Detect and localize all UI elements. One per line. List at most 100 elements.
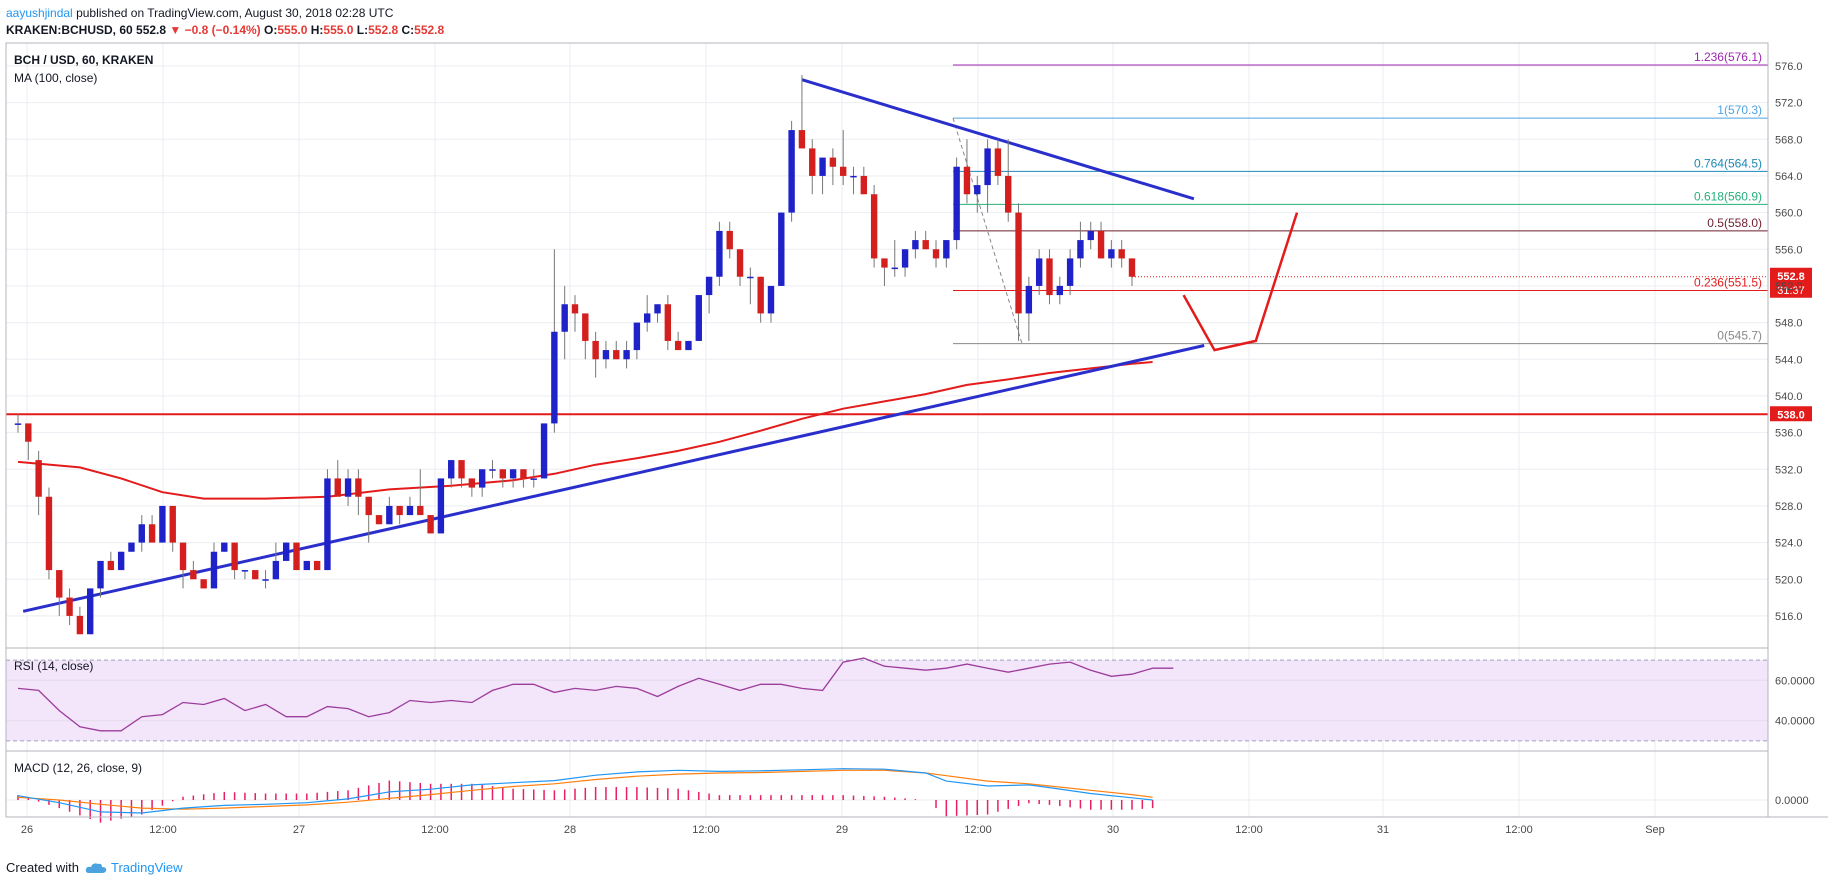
y-tick-label: 532.0 [1775, 464, 1803, 476]
candle [695, 295, 702, 341]
x-tick-label: 30 [1107, 824, 1119, 836]
candle-body [45, 496, 53, 571]
candle-body [891, 267, 898, 270]
candle [1056, 276, 1063, 305]
candle [241, 570, 249, 580]
candle [850, 166, 857, 195]
candle [406, 496, 414, 516]
candle-body [107, 560, 115, 571]
candle [76, 606, 84, 635]
candle-body [736, 249, 744, 277]
candle-body [994, 148, 1002, 176]
candle-body [922, 240, 929, 250]
fib-label: 1(570.3) [1717, 103, 1762, 117]
tradingview-logo[interactable]: TradingView [85, 860, 183, 875]
candle-body [499, 469, 506, 479]
candle [1087, 221, 1094, 250]
candle-body [35, 460, 42, 497]
candle [664, 295, 672, 351]
candle-body [396, 505, 403, 516]
candle-body [788, 130, 795, 213]
candle [262, 570, 269, 589]
fib-label: 0.5(558.0) [1707, 216, 1762, 230]
candle-body [262, 579, 269, 581]
candle [200, 579, 207, 589]
candle-body [87, 588, 94, 635]
candle-body [190, 570, 197, 580]
candle-body [901, 249, 909, 268]
candle [623, 340, 630, 369]
low-value: 552.8 [368, 23, 399, 37]
chart-overlays [6, 78, 1768, 613]
candle-body [767, 285, 775, 314]
candle-body [582, 313, 589, 341]
y-tick-label: 564.0 [1775, 171, 1803, 183]
candle-body [272, 560, 280, 580]
candle [45, 487, 53, 580]
candle-body [489, 469, 496, 471]
chart-canvas[interactable]: 1.236(576.1) 1(570.3) 0.764(564.5) 0.618(56… [0, 40, 1828, 852]
y-tick-label: 560.0 [1775, 208, 1803, 220]
candle [128, 542, 135, 552]
candle-body [148, 524, 156, 543]
candle-body [427, 515, 434, 534]
author-link[interactable]: aayushjindal [6, 6, 73, 20]
candle-body [128, 542, 135, 552]
candle [1108, 240, 1115, 268]
candle-body [509, 469, 517, 479]
candle [1046, 249, 1053, 305]
candle [613, 340, 620, 360]
candle [386, 496, 393, 525]
candle [540, 423, 548, 479]
candle [582, 313, 589, 360]
candle [499, 469, 506, 488]
candle [551, 249, 558, 433]
candle-body [850, 175, 857, 178]
candle-body [685, 340, 692, 351]
fib-label: 1.236(576.1) [1694, 50, 1762, 64]
candle [138, 515, 145, 552]
open-label: O: [264, 23, 278, 37]
candle [448, 460, 455, 488]
x-tick-label: 12:00 [964, 824, 992, 836]
last-price-tag [1770, 267, 1812, 298]
candle [870, 185, 878, 268]
candle-body [66, 597, 73, 616]
fib-label: 0.236(551.5) [1694, 276, 1762, 290]
candle [221, 542, 228, 552]
candle-body [644, 313, 651, 323]
rsi-y-tick-label: 40.0000 [1775, 716, 1815, 728]
candle-body [159, 505, 166, 543]
candle-body [25, 423, 32, 442]
y-tick-label: 516.0 [1775, 611, 1803, 623]
candle [747, 267, 754, 305]
candle [530, 469, 537, 488]
candle-body [809, 148, 816, 176]
candle-body [303, 560, 311, 571]
candle-body [551, 331, 558, 424]
candle [1097, 221, 1105, 259]
candle-body [406, 505, 414, 516]
candle [912, 230, 919, 259]
candle [891, 240, 898, 277]
candlestick-series [14, 75, 1136, 635]
candle [860, 166, 868, 195]
candle-body [221, 542, 228, 552]
rsi-line [17, 657, 1174, 732]
candle [819, 157, 826, 195]
macd-line [17, 768, 1153, 814]
candle-body [1015, 212, 1022, 314]
candle-body [716, 230, 723, 277]
candle-body [1108, 249, 1115, 259]
candle [901, 249, 909, 277]
candle [478, 469, 486, 497]
x-tick-label: 29 [836, 824, 848, 836]
x-tick-label: 12:00 [692, 824, 720, 836]
candle [633, 322, 641, 360]
tradingview-brand: TradingView [110, 860, 183, 875]
chart-title: BCH / USD, 60, KRAKEN [14, 53, 153, 67]
candle [571, 295, 579, 332]
candle [1035, 249, 1043, 296]
candle-body [798, 130, 806, 149]
fibonacci-retracement[interactable]: 1.236(576.1) 1(570.3) 0.764(564.5) 0.618(56… [952, 50, 1768, 345]
